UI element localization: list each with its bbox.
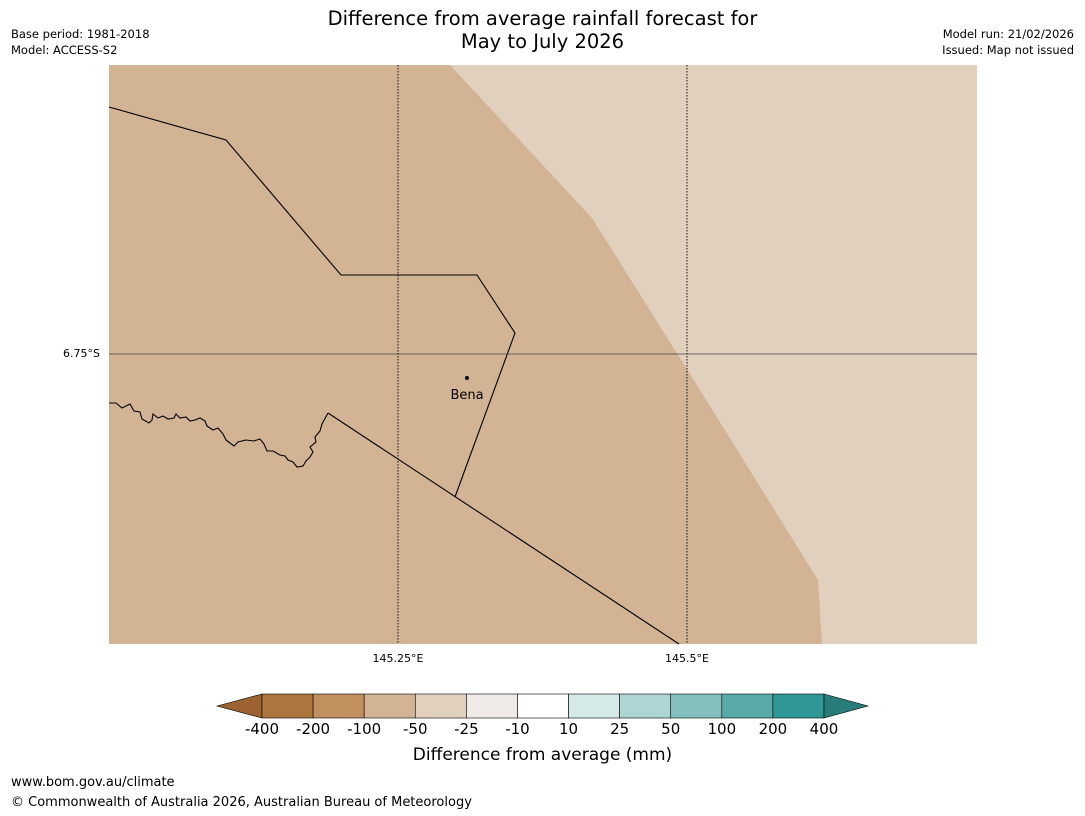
colorbar-bin [261, 693, 314, 719]
legend-tick-label: -50 [403, 720, 428, 738]
map-title: Difference from average rainfall forecas… [200, 7, 885, 53]
colorbar-bin [721, 693, 774, 719]
colorbar-high-arrow [823, 693, 870, 719]
legend-tick-label: 200 [758, 720, 788, 738]
colorbar-bin [517, 693, 569, 719]
province-boundary-south [327, 412, 680, 645]
issued-text: Issued: Map not issued [942, 43, 1074, 57]
colorbar-bin [363, 693, 416, 719]
legend-tick-label: -400 [244, 720, 280, 738]
colorbar-bin [414, 693, 467, 719]
legend-tick-label: 10 [558, 720, 579, 738]
legend-tick-label: -10 [505, 720, 530, 738]
colorbar [215, 693, 870, 719]
colorbar-bin [568, 693, 620, 719]
map-region-slightly-drier [450, 65, 977, 644]
map-metadata-left: Base period: 1981-2018 Model: ACCESS-S2 [11, 26, 150, 58]
boundaries [108, 106, 680, 645]
legend-tick-label: -25 [454, 720, 479, 738]
town-marker [465, 376, 469, 380]
longitude-label: 145.25°E [372, 652, 424, 665]
legend-tick-label: 25 [610, 720, 630, 738]
map-title-line1: Difference from average rainfall forecas… [327, 7, 758, 30]
legend-title: Difference from average (mm) [412, 745, 673, 765]
longitude-label: 145.5°E [665, 652, 709, 665]
province-boundary [108, 106, 516, 498]
legend-tick-label: 50 [661, 720, 681, 738]
colorbar-bin [466, 693, 518, 719]
legend-tick-label: -200 [296, 720, 331, 738]
graticule [109, 65, 977, 644]
colorbar-bin [312, 693, 365, 719]
footer-copyright: © Commonwealth of Australia 2026, Austra… [11, 795, 472, 810]
colorbar-bin [619, 693, 672, 719]
colorbar-bin [772, 693, 825, 719]
colorbar-bin [670, 693, 723, 719]
footer-url: www.bom.gov.au/climate [11, 775, 175, 790]
map-metadata-right: Model run: 21/02/2026 Issued: Map not is… [942, 26, 1074, 58]
town-label: Bena [450, 388, 484, 403]
legend-tick-label: 100 [707, 720, 737, 738]
colorbar-bins [261, 693, 825, 719]
map-title-line2: May to July 2026 [460, 30, 625, 53]
colorbar-low-arrow [215, 693, 263, 719]
legend-tick-label: -100 [347, 720, 382, 738]
legend-tick-label: 400 [809, 720, 839, 738]
model-run-text: Model run: 21/02/2026 [942, 27, 1074, 41]
model-text: Model: ACCESS-S2 [11, 43, 118, 57]
latitude-label: 6.75°S [63, 347, 100, 360]
base-period-text: Base period: 1981-2018 [11, 27, 150, 41]
coastline [109, 402, 329, 468]
